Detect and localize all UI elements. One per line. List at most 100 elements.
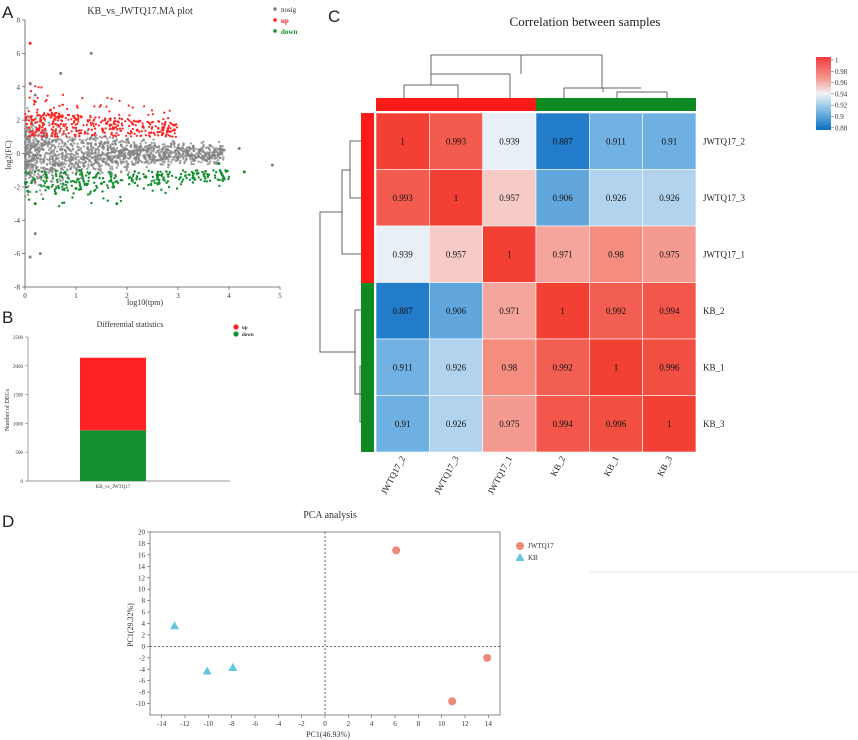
ma-cloud-up-dot (72, 126, 75, 129)
ma-cloud-dot (90, 149, 94, 152)
ma-cloud-up-dot (162, 128, 165, 131)
ma-cloud-dot (192, 163, 195, 166)
ma-cloud-dot (218, 148, 221, 151)
ma-cloud-down-dot (126, 173, 130, 176)
ma-cloud-dot (36, 156, 39, 160)
ma-cloud-dot (71, 147, 75, 150)
ma-cloud-up-dot (35, 127, 39, 130)
heatmap-cell-value: 0.906 (553, 193, 574, 203)
ma-cloud-down-dot (102, 180, 106, 184)
ma-cloud-dot (89, 145, 93, 148)
ma-cloud-up-dot (55, 116, 58, 119)
ma-cloud-dot (31, 164, 35, 167)
ma-cloud-down-dot (133, 170, 136, 173)
ma-cloud-down-dot (203, 180, 206, 183)
ma-cloud-up-dot (54, 123, 58, 126)
ma-legend-down-marker (273, 29, 277, 33)
ma-cloud-up-dot (148, 131, 151, 134)
ma-cloud-dot (67, 152, 70, 156)
ma-cloud-down-dot (224, 170, 228, 173)
ma-cloud-up-dot (38, 120, 42, 123)
heatmap-cell (589, 395, 643, 453)
ma-cloud-dot (29, 148, 32, 151)
ma-cloud-down-dot (40, 170, 43, 173)
ma-cloud-up-dot (83, 132, 86, 135)
ma-cloud-up-dot (39, 117, 42, 120)
ma-cloud-up-dot (110, 131, 113, 134)
ma-cloud-down-dot (81, 174, 84, 178)
deg-title: Differential statistics (97, 320, 164, 329)
ma-cloud-dot (73, 138, 77, 141)
ma-cloud-dot (53, 154, 56, 157)
ma-cloud-up-dot (168, 124, 171, 127)
ma-cloud-down-dot (180, 180, 184, 183)
ma-cloud-up-dot (166, 127, 169, 130)
ma-cloud-dot (213, 153, 217, 157)
ma-cloud-dot (210, 154, 214, 158)
ma-cloud-dot (158, 154, 162, 158)
ma-cloud-dot (35, 166, 38, 170)
heatmap-cell-value: 0.926 (606, 193, 627, 203)
ma-cloud-dot (177, 143, 181, 146)
heatmap-cell-value: 0.939 (499, 136, 520, 146)
pca-ytick-label: 20 (138, 529, 146, 537)
ma-cloud-dot (48, 158, 51, 162)
ma-cloud-dot (93, 158, 97, 161)
heatmap-column-label: JWTQ17_3 (432, 454, 461, 496)
ma-cloud-dot (80, 150, 83, 153)
heatmap-cell-value: 1 (667, 419, 672, 429)
ma-cloud-up-dot (76, 122, 79, 125)
ma-cloud-dot (51, 171, 54, 174)
ma-cloud-dot (66, 173, 70, 177)
ma-cloud-up-dot (131, 127, 134, 130)
ma-cloud-dot (65, 159, 68, 163)
ma-cloud-dot (141, 154, 145, 157)
ma-cloud-dot (157, 146, 161, 149)
ma-cloud-dot (65, 154, 68, 157)
ma-cloud-up-dot (31, 133, 34, 136)
ma-cloud-dot (43, 153, 46, 157)
ma-cloud-dot (150, 152, 153, 156)
ma-cloud-down-dot (204, 170, 207, 173)
ma-cloud-down-dot (170, 174, 174, 178)
colorbar-tick-label: 1 (835, 57, 839, 65)
ma-cloud-up-dot (118, 99, 121, 102)
ma-cloud-up-dot (51, 131, 54, 134)
ma-point-up (135, 128, 139, 132)
ma-cloud-up-dot (56, 135, 59, 138)
ma-cloud-dot (126, 157, 130, 160)
ma-cloud-dot (91, 152, 95, 155)
ma-cloud-dot (154, 151, 158, 154)
pca-xtick-label: -8 (229, 720, 235, 728)
ma-cloud-dot (183, 161, 186, 165)
ma-cloud-dot (94, 161, 97, 164)
ma-cloud-dot (149, 143, 152, 147)
ma-point-up (49, 108, 52, 112)
ma-cloud-down-dot (167, 185, 171, 189)
ma-cloud-up-dot (76, 104, 79, 107)
ma-cloud-dot (202, 143, 205, 147)
ma-cloud-up-dot (59, 122, 63, 126)
ma-cloud-dot (81, 161, 85, 164)
ma-cloud-up-dot (37, 86, 40, 89)
ma-cloud-dot (42, 158, 45, 161)
ma-cloud-up-dot (157, 127, 160, 130)
deg-ytick-label: 0 (21, 480, 24, 485)
deg-chart: Differential statistics 0 500 1000 1500 2000… (4, 320, 254, 490)
heatmap-cell (482, 395, 537, 453)
deg-legend-down-marker (233, 331, 239, 337)
ma-cloud-dot (38, 154, 41, 158)
heatmap-cell (642, 282, 697, 340)
ma-cloud-up-dot (53, 133, 57, 136)
ma-cloud-up-dot (133, 132, 136, 135)
ma-cloud-up-dot (35, 111, 39, 114)
ma-cloud-up-dot (64, 116, 67, 120)
heatmap-cell-value: 1 (507, 249, 512, 259)
ma-cloud-down-dot (95, 186, 99, 189)
ma-cloud-up-dot (118, 113, 121, 116)
ma-cloud-up-dot (28, 96, 31, 99)
ma-cloud-dot (101, 171, 104, 175)
ma-cloud-down-dot (93, 181, 96, 184)
ma-cloud-dot (60, 155, 63, 159)
ma-cloud-up-dot (90, 128, 94, 131)
